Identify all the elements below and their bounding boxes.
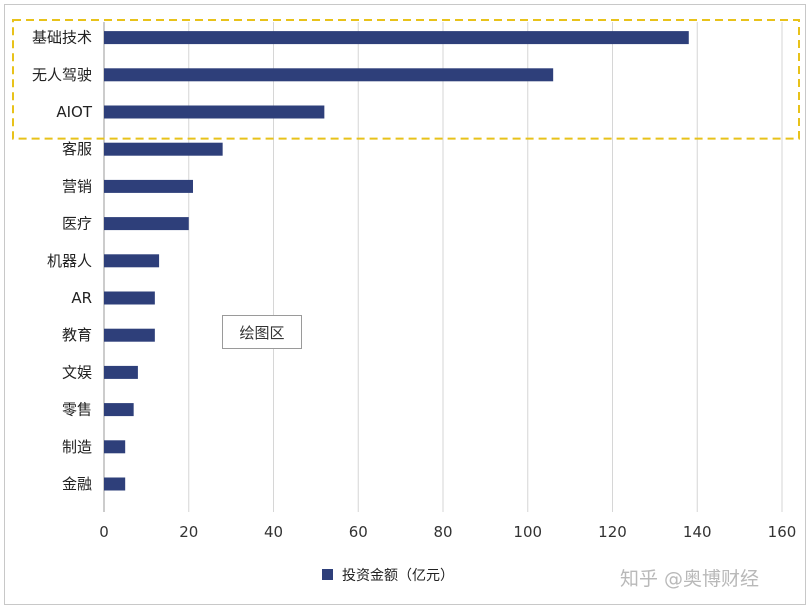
x-tick-label: 160 [768, 523, 797, 541]
x-tick-label: 120 [598, 523, 627, 541]
watermark: 知乎 @奥博财经 [620, 568, 759, 590]
bar [104, 403, 134, 417]
bar [104, 142, 223, 156]
category-label: AR [71, 289, 92, 307]
chart-frame [4, 4, 806, 605]
x-tick-label: 20 [179, 523, 198, 541]
category-label: 机器人 [47, 252, 92, 270]
x-tick-label: 140 [683, 523, 712, 541]
category-label: 教育 [62, 326, 92, 344]
x-tick-label: 60 [349, 523, 368, 541]
category-label: 基础技术 [32, 29, 92, 47]
bar [104, 217, 189, 231]
bar [104, 31, 689, 45]
bar [104, 291, 155, 305]
category-label: 零售 [62, 401, 92, 419]
highlight-box [12, 19, 800, 140]
x-tick-label: 80 [433, 523, 452, 541]
bar [104, 440, 126, 454]
bar [104, 179, 193, 193]
plot-area-label: 绘图区 [222, 315, 302, 349]
category-label: 金融 [62, 475, 92, 493]
bar [104, 254, 160, 268]
bar [104, 477, 126, 491]
bar [104, 365, 138, 379]
legend: 投资金额（亿元） [322, 568, 454, 584]
category-label: 医疗 [62, 215, 92, 233]
category-label: 客服 [62, 140, 92, 158]
x-tick-label: 100 [513, 523, 542, 541]
category-label: AIOT [56, 103, 92, 121]
category-label: 营销 [62, 177, 92, 195]
category-label: 制造 [62, 438, 92, 456]
legend-label: 投资金额（亿元） [342, 568, 454, 584]
x-tick-label: 0 [99, 523, 109, 541]
grid-lines [103, 22, 783, 512]
x-tick-labels: 0 20 40 60 80 100 120 140 160 [99, 523, 796, 541]
highlight-group [12, 19, 800, 140]
bar [104, 68, 554, 82]
bar [104, 105, 325, 119]
category-label: 无人驾驶 [32, 66, 92, 84]
x-tick-label: 40 [264, 523, 283, 541]
category-label: 文娱 [62, 363, 92, 381]
bar [104, 328, 155, 342]
bars [104, 31, 689, 491]
legend-swatch [322, 569, 333, 580]
